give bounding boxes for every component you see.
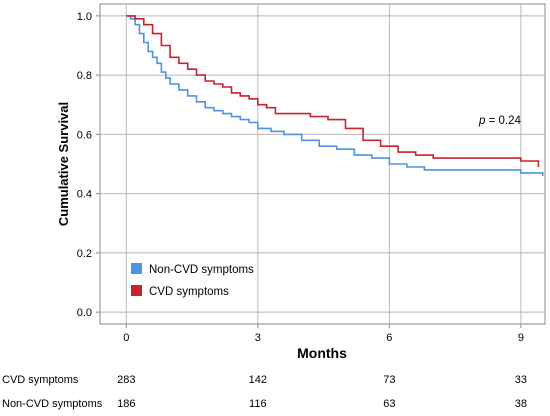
legend: Non-CVD symptoms CVD symptoms	[131, 263, 254, 298]
risk-table: CVD symptoms 283 142 73 33 Non-CVD symptoms 18…	[2, 374, 527, 410]
y-tick-label: 0.0	[77, 307, 92, 319]
risk-value: 63	[383, 398, 395, 410]
risk-value: 38	[515, 398, 527, 410]
series-line-non-cvd	[126, 15, 544, 176]
y-tick-label: 1.0	[77, 11, 92, 23]
p-value-text: = 0.24	[485, 115, 521, 127]
legend-swatch-non-cvd	[131, 263, 142, 274]
x-tick-label: 6	[386, 332, 392, 344]
x-tick-label: 0	[123, 332, 129, 344]
grid-lines	[100, 4, 545, 324]
y-tick-label: 0.4	[77, 189, 92, 201]
x-tick-label: 3	[255, 332, 261, 344]
y-tick-label: 0.2	[77, 248, 92, 260]
y-axis-ticks: 0.0 0.2 0.4 0.6 0.8 1.0	[77, 11, 100, 319]
legend-item-cvd: CVD symptoms	[131, 285, 229, 298]
x-axis-ticks: 0 3 6 9	[123, 324, 524, 344]
legend-item-non-cvd: Non-CVD symptoms	[131, 263, 254, 276]
survival-curves	[126, 15, 544, 176]
legend-label-non-cvd: Non-CVD symptoms	[149, 264, 254, 276]
risk-row-label: Non-CVD symptoms	[2, 398, 103, 410]
risk-value: 116	[249, 398, 267, 410]
risk-value: 142	[249, 374, 267, 386]
legend-label-cvd: CVD symptoms	[149, 286, 229, 298]
p-value-symbol: p	[478, 115, 486, 127]
y-axis-title: Cumulative Survival	[56, 102, 71, 226]
plot-area	[99, 3, 546, 325]
risk-value: 283	[117, 374, 135, 386]
y-tick-label: 0.6	[77, 129, 92, 141]
y-tick-label: 0.8	[77, 70, 92, 82]
series-line-cvd	[126, 15, 540, 167]
risk-value: 186	[117, 398, 135, 410]
risk-row-label: CVD symptoms	[2, 374, 79, 386]
risk-value: 73	[383, 374, 395, 386]
x-tick-label: 9	[518, 332, 524, 344]
p-value-annotation: p = 0.24	[478, 115, 521, 127]
x-axis-title: Months	[297, 345, 347, 361]
legend-swatch-cvd	[131, 285, 142, 296]
risk-value: 33	[515, 374, 527, 386]
